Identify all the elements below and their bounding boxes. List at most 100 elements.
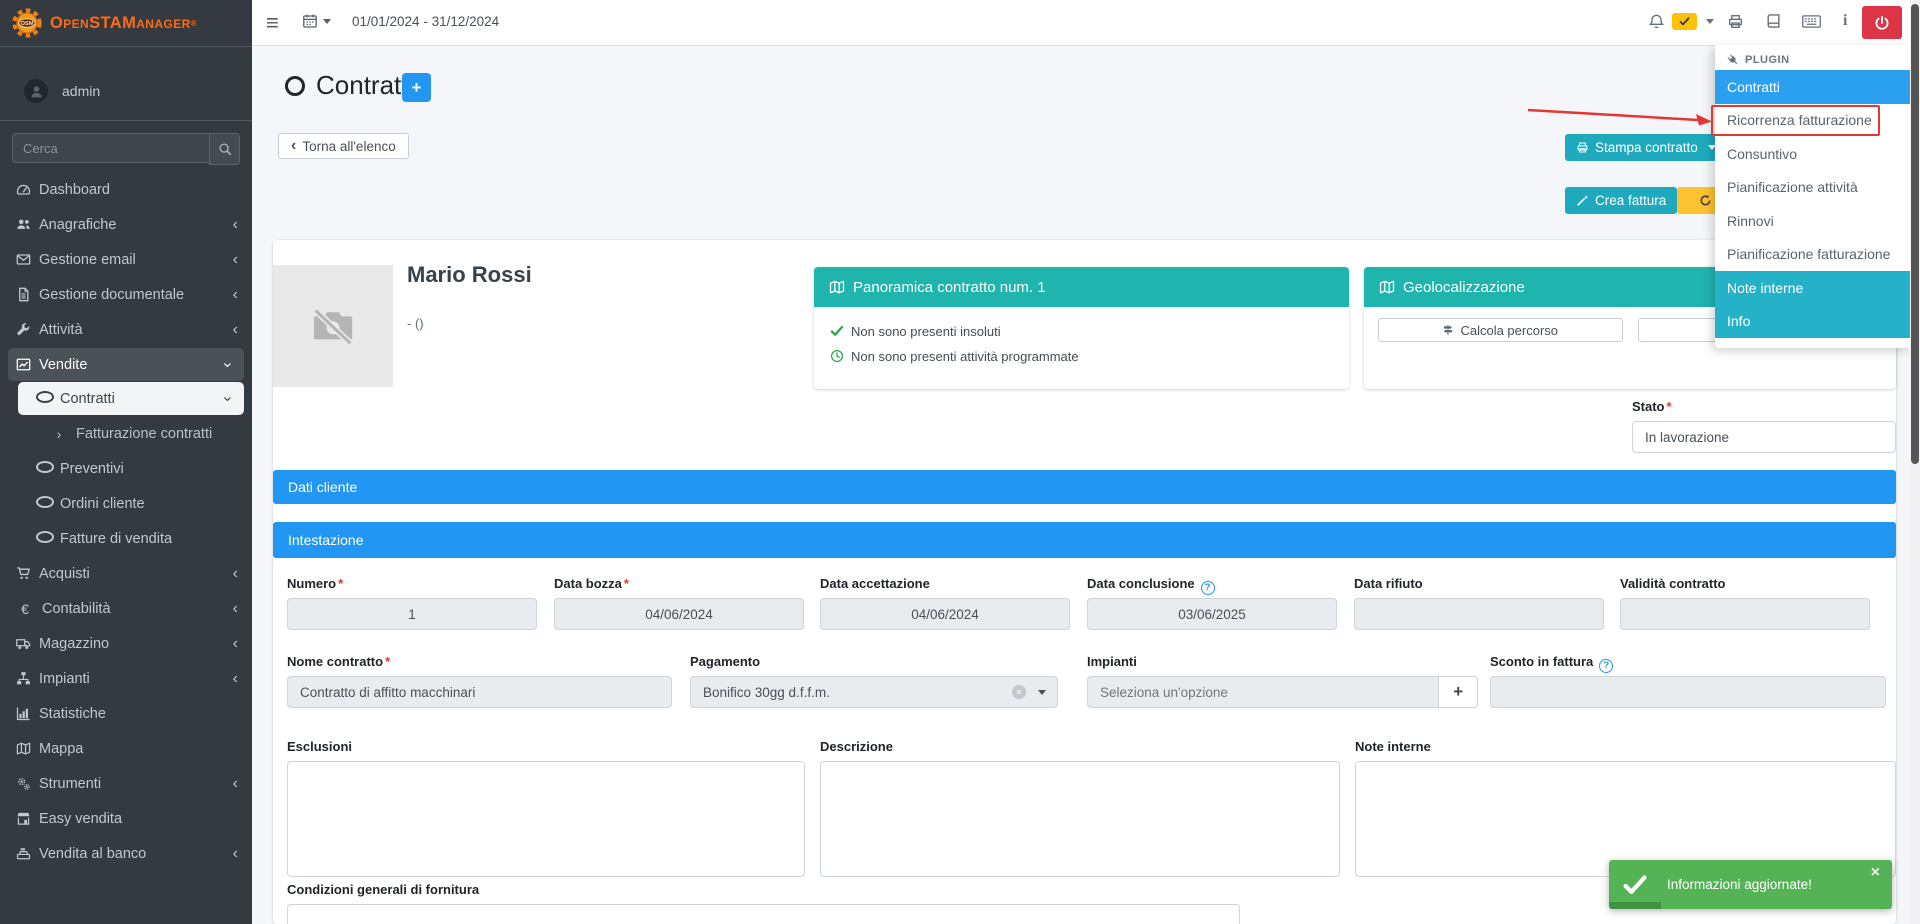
keyboard-shortcuts-icon[interactable] (1802, 15, 1821, 28)
search-input[interactable] (12, 133, 209, 163)
sidebar-item-label: Magazzino (39, 635, 110, 652)
search-button[interactable] (209, 133, 240, 165)
create-invoice-button[interactable]: Crea fattura (1565, 187, 1678, 214)
page-scrollbar-thumb[interactable] (1911, 4, 1919, 464)
circle-icon (34, 460, 54, 477)
plants-select[interactable] (1087, 676, 1440, 708)
sidebar-item-mappa[interactable]: Mappa (0, 731, 252, 766)
back-to-list-button[interactable]: ‹ Torna all'elenco (278, 133, 409, 159)
logout-power-button[interactable] (1862, 6, 1902, 39)
supply-conditions-field: Condizioni generali di fornitura (287, 882, 1240, 924)
sidebar-item-label: Gestione email (39, 251, 136, 268)
sidebar-item-attivit[interactable]: Attività ‹ (0, 312, 252, 347)
clock-icon (830, 349, 844, 363)
data-conclusione-input[interactable] (1087, 598, 1337, 630)
sidebar-item-impianti[interactable]: Impianti ‹ (0, 661, 252, 696)
sidebar-item-contratti[interactable]: Contratti ‹ (18, 382, 244, 415)
section-header-dati-cliente[interactable]: Dati cliente (273, 470, 1896, 504)
sidebar-item-vendita-al-banco[interactable]: Vendita al banco ‹ (0, 836, 252, 871)
sidebar-item-acquisti[interactable]: Acquisti ‹ (0, 556, 252, 591)
docs-book-icon[interactable] (1765, 13, 1782, 30)
sidebar-item-vendite[interactable]: Vendite ‹ (8, 348, 244, 381)
sidebar-item-label: Contratti (60, 390, 115, 407)
numero-input[interactable] (287, 598, 537, 630)
add-record-button[interactable]: + (402, 73, 431, 102)
sidebar-item-fatture-di-vendita[interactable]: Fatture di vendita (0, 521, 252, 556)
sidebar-item-statistiche[interactable]: Statistiche (0, 696, 252, 731)
toast-close-icon[interactable]: × (1870, 864, 1880, 881)
logo[interactable]: OSM OpenSTAManager ® (0, 0, 252, 47)
caret-down-icon (323, 18, 331, 24)
customer-subtitle: - () (407, 316, 424, 331)
map-icon (829, 279, 845, 295)
sidebar-item-gestione-email[interactable]: Gestione email ‹ (0, 242, 252, 277)
envelope-icon (16, 252, 31, 267)
help-icon[interactable]: ? (1200, 581, 1215, 595)
plugin-item-pianificazione-attivit[interactable]: Pianificazione attività (1715, 171, 1910, 205)
plugin-item-label: Note interne (1727, 279, 1804, 296)
plugin-item-pianificazione-fatturazione[interactable]: Pianificazione fatturazione (1715, 238, 1910, 272)
calendar-dropdown[interactable] (302, 13, 331, 29)
plugin-item-consuntivo[interactable]: Consuntivo (1715, 137, 1910, 171)
print-icon[interactable] (1727, 13, 1744, 30)
date-range[interactable]: 01/01/2024 - 31/12/2024 (352, 14, 500, 29)
esclusioni-field: Esclusioni (287, 739, 805, 880)
notifications-bell-icon[interactable] (1648, 13, 1665, 30)
check-icon (1622, 872, 1648, 898)
sidebar-item-contabilit[interactable]: € Contabilità ‹ (0, 591, 252, 626)
annotation-red-box (1711, 105, 1880, 136)
plugin-item-info[interactable]: Info (1715, 304, 1910, 338)
sidebar-item-ordini-cliente[interactable]: Ordini cliente (0, 486, 252, 521)
data-accettazione-input[interactable] (820, 598, 1070, 630)
help-icon[interactable]: ? (1599, 659, 1614, 673)
osm-gear-icon: OSM (12, 8, 42, 38)
contract-name-input[interactable] (287, 676, 672, 708)
angle-right-icon: › (56, 425, 62, 442)
sidebar-item-dashboard[interactable]: Dashboard (0, 172, 252, 207)
payment-select[interactable] (690, 676, 1058, 708)
plugin-item-label: Contratti (1727, 78, 1780, 95)
clear-selection-icon[interactable]: ✕ (1012, 685, 1026, 699)
sidebar-item-easy-vendita[interactable]: Easy vendita (0, 801, 252, 836)
sidebar-item-strumenti[interactable]: Strumenti ‹ (0, 766, 252, 801)
supply-conditions-textarea[interactable] (287, 904, 1240, 924)
invoice-discount-input[interactable] (1490, 676, 1886, 708)
chevron-left-icon: ‹ (232, 774, 238, 792)
sidebar-item-magazzino[interactable]: Magazzino ‹ (0, 626, 252, 661)
power-icon (1874, 15, 1890, 31)
check-icon (830, 324, 844, 338)
contract-name-field: Nome contratto * (287, 654, 672, 708)
magic-wand-icon (1576, 194, 1589, 207)
info-icon[interactable]: i (1843, 12, 1848, 29)
circle-icon (34, 530, 54, 547)
plugin-item-note-interne[interactable]: Note interne (1715, 271, 1910, 305)
section-header-intestazione[interactable]: Intestazione (273, 522, 1896, 558)
annotation-arrow (1527, 108, 1712, 126)
plugin-item-contratti[interactable]: Contratti (1715, 70, 1910, 104)
status-select[interactable] (1632, 421, 1896, 453)
add-plant-button[interactable]: + (1439, 676, 1478, 708)
tasks-caret-icon[interactable] (1701, 19, 1714, 24)
print-contract-button[interactable]: Stampa contratto (1565, 134, 1727, 161)
descrizione-textarea[interactable] (820, 761, 1340, 877)
esclusioni-textarea[interactable] (287, 761, 805, 877)
sidebar-item-label: Anagrafiche (39, 216, 117, 233)
sidebar-item-gestione-documentale[interactable]: Gestione documentale ‹ (0, 277, 252, 312)
logo-registered-mark: ® (190, 18, 197, 28)
note-interne-textarea[interactable] (1355, 761, 1896, 877)
sidebar-item-fatturazione-contratti[interactable]: › Fatturazione contratti (0, 416, 252, 451)
validit-contratto-input[interactable] (1620, 598, 1870, 630)
contract-overview-card: Panoramica contratto num. 1 Non sono pre… (814, 267, 1349, 389)
plugin-item-rinnovi[interactable]: Rinnovi (1715, 204, 1910, 238)
toast-message: Informazioni aggiornate! (1667, 877, 1812, 892)
tasks-check-button[interactable] (1672, 13, 1697, 30)
required-asterisk: * (1666, 399, 1672, 414)
chevron-left-icon: ‹ (232, 285, 238, 303)
plugin-item-ricorrenza-fatturazione[interactable]: Ricorrenza fatturazione (1715, 104, 1910, 138)
calc-route-button[interactable]: Calcola percorso (1378, 318, 1623, 342)
data-rifiuto-input[interactable] (1354, 598, 1604, 630)
sidebar-item-preventivi[interactable]: Preventivi (0, 451, 252, 486)
data-bozza-input[interactable] (554, 598, 804, 630)
sidebar-item-anagrafiche[interactable]: Anagrafiche ‹ (0, 207, 252, 242)
hamburger-icon[interactable]: ≡ (266, 10, 279, 35)
